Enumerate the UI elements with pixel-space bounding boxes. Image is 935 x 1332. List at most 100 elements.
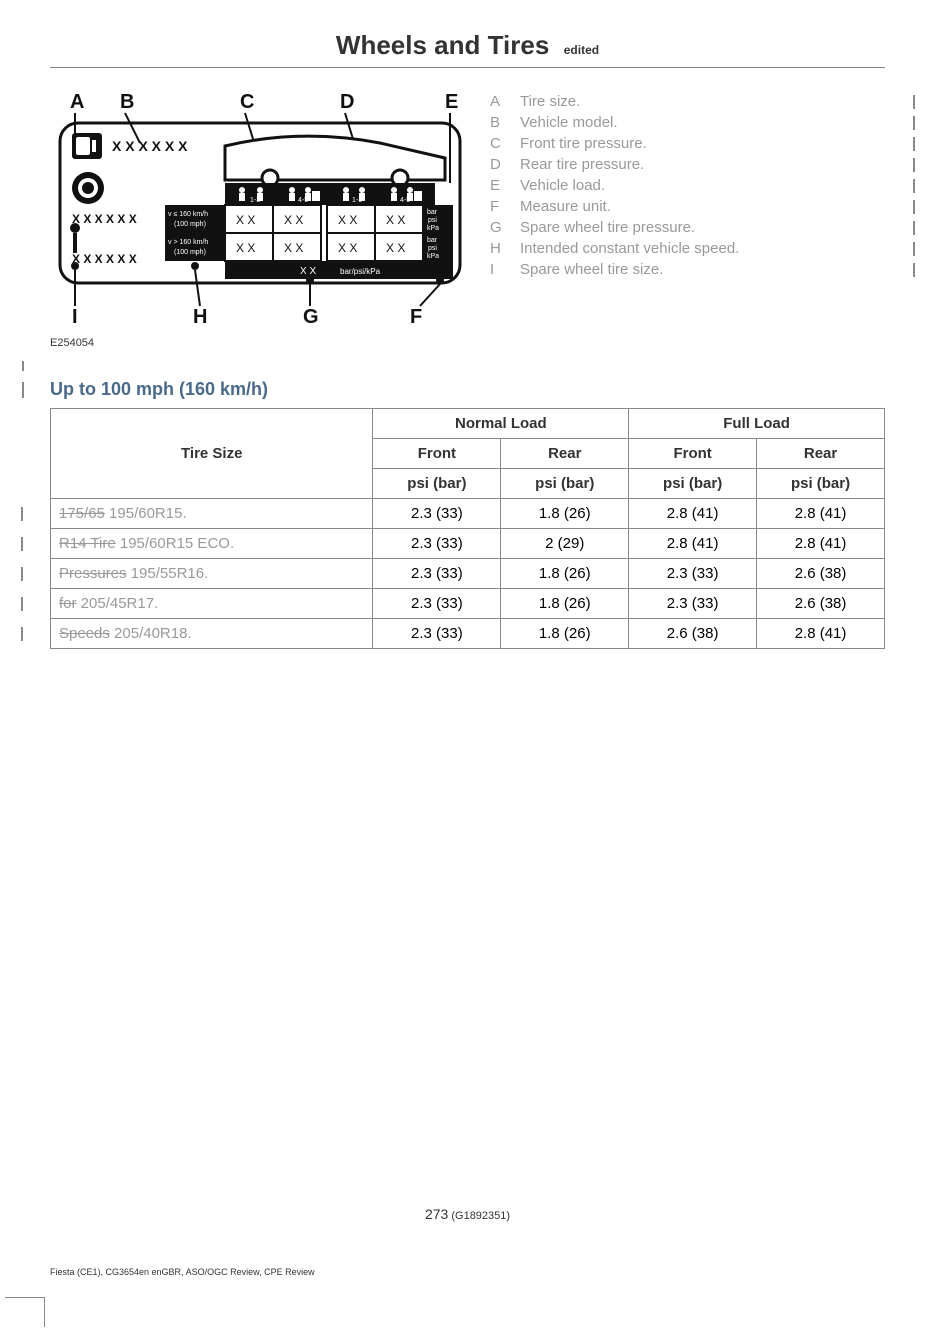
legend-row: A Tire size.	[490, 93, 885, 110]
svg-text:1-3: 1-3	[352, 197, 362, 204]
th-normal-load: Normal Load	[373, 409, 629, 439]
th-unit: psi (bar)	[629, 469, 757, 499]
diagram-label-b: B	[120, 91, 134, 113]
th-front: Front	[373, 439, 501, 469]
legend-letter: B	[490, 114, 520, 131]
th-front: Front	[629, 439, 757, 469]
svg-text:4-5: 4-5	[400, 197, 410, 204]
svg-text:X X: X X	[386, 213, 405, 227]
change-bar-icon	[21, 567, 23, 581]
header-sub: edited	[564, 43, 599, 57]
change-bar-icon	[22, 382, 24, 398]
svg-text:bar: bar	[427, 237, 438, 244]
pressure-cell: 2.8 (41)	[629, 499, 757, 529]
table-row: Pressures 195/55R16.2.3 (33)1.8 (26)2.3 …	[51, 559, 885, 589]
th-unit: psi (bar)	[501, 469, 629, 499]
tire-size-cell: 175/65 195/60R15.	[51, 499, 373, 529]
diagram-label-i: I	[72, 306, 78, 328]
pressure-cell: 2.3 (33)	[373, 499, 501, 529]
th-rear: Rear	[501, 439, 629, 469]
legend-row: G Spare wheel tire pressure.	[490, 219, 885, 236]
table-row: Speeds 205/40R18.2.3 (33)1.8 (26)2.6 (38…	[51, 619, 885, 649]
pressure-cell: 2.3 (33)	[373, 589, 501, 619]
svg-text:X X: X X	[236, 241, 255, 255]
legend-row: D Rear tire pressure.	[490, 156, 885, 173]
tire-label-diagram: A B C D E X X X X X X	[50, 88, 470, 328]
svg-text:1-3: 1-3	[250, 197, 260, 204]
legend-text: Front tire pressure.	[520, 135, 885, 152]
page-number-sub: (G1892351)	[448, 1210, 510, 1222]
tire-size-cell: for 205/45R17.	[51, 589, 373, 619]
tire-size-text: 205/40R18.	[110, 625, 192, 642]
diagram-label-g: G	[303, 306, 319, 328]
legend-text: Spare wheel tire size.	[520, 261, 885, 278]
legend-row: I Spare wheel tire size.	[490, 261, 885, 278]
svg-text:X X: X X	[338, 241, 357, 255]
pressure-cell: 2.6 (38)	[757, 559, 885, 589]
pressure-cell: 2.8 (41)	[629, 529, 757, 559]
svg-text:v ≤ 160 km/h: v ≤ 160 km/h	[168, 211, 208, 218]
diagram-load-icons: 1-3 4-5 1-3 4-5	[225, 183, 435, 205]
pressure-cell: 2 (29)	[501, 529, 629, 559]
pressure-cell: 2.6 (38)	[629, 619, 757, 649]
svg-text:kPa: kPa	[427, 225, 439, 232]
change-bar-icon	[913, 95, 915, 109]
legend-letter: H	[490, 240, 520, 257]
pressure-cell: 2.8 (41)	[757, 619, 885, 649]
svg-text:v > 160 km/h: v > 160 km/h	[168, 239, 208, 246]
diagram-label-e: E	[445, 91, 458, 113]
table-row: 175/65 195/60R15.2.3 (33)1.8 (26)2.8 (41…	[51, 499, 885, 529]
change-bar-icon	[913, 137, 915, 151]
svg-text:bar/psi/kPa: bar/psi/kPa	[340, 267, 381, 276]
legend-letter: A	[490, 93, 520, 110]
svg-text:psi: psi	[428, 217, 437, 224]
strike-text: for	[59, 595, 77, 612]
change-bar-icon	[21, 507, 23, 521]
svg-text:psi: psi	[428, 245, 437, 252]
legend-letter: F	[490, 198, 520, 215]
change-bar-icon	[913, 200, 915, 214]
svg-text:4-5: 4-5	[298, 197, 308, 204]
tire-size-cell: Speeds 205/40R18.	[51, 619, 373, 649]
change-bar-icon	[913, 221, 915, 235]
tire-size-cell: R14 Tire 195/60R15 ECO.	[51, 529, 373, 559]
corner-crop-mark	[5, 1297, 45, 1327]
pressure-cell: 2.8 (41)	[757, 529, 885, 559]
tire-size-text: 195/60R15.	[105, 505, 187, 522]
legend-text: Intended constant vehicle speed.	[520, 240, 885, 257]
svg-text:X X: X X	[284, 213, 303, 227]
change-bar-icon	[913, 116, 915, 130]
pressure-cell: 2.6 (38)	[757, 589, 885, 619]
change-bar-icon	[22, 361, 24, 371]
diagram-caption: E254054	[50, 337, 470, 349]
pressure-cell: 2.3 (33)	[629, 559, 757, 589]
svg-text:X X: X X	[236, 213, 255, 227]
change-bar-icon	[21, 627, 23, 641]
change-bar-icon	[913, 263, 915, 277]
tire-size-cell: Pressures 195/55R16.	[51, 559, 373, 589]
legend-row: C Front tire pressure.	[490, 135, 885, 152]
table-row: R14 Tire 195/60R15 ECO.2.3 (33)2 (29)2.8…	[51, 529, 885, 559]
diagram-label-a: A	[70, 91, 84, 113]
legend-row: F Measure unit.	[490, 198, 885, 215]
pressure-cell: 1.8 (26)	[501, 619, 629, 649]
svg-text:X X: X X	[386, 241, 405, 255]
tire-size-text: 205/45R17.	[77, 595, 159, 612]
section-title: Up to 100 mph (160 km/h)	[50, 379, 268, 400]
strike-text: Speeds	[59, 625, 110, 642]
th-unit: psi (bar)	[373, 469, 501, 499]
diagram-column: A B C D E X X X X X X	[50, 88, 470, 349]
page-number: 273 (G1892351)	[0, 1206, 935, 1222]
th-full-load: Full Load	[629, 409, 885, 439]
svg-text:X X: X X	[284, 241, 303, 255]
change-bar-icon	[21, 597, 23, 611]
pressure-cell: 1.8 (26)	[501, 559, 629, 589]
change-bar-icon	[913, 179, 915, 193]
diagram-tiresize-2: X X X X X X	[72, 252, 137, 266]
change-bar-icon	[913, 158, 915, 172]
pressure-table: Tire Size Normal Load Full Load Front Re…	[50, 408, 885, 649]
diagram-label-f: F	[410, 306, 422, 328]
svg-text:kPa: kPa	[427, 253, 439, 260]
change-bar-icon	[913, 242, 915, 256]
tire-size-text: 195/60R15 ECO.	[116, 535, 234, 552]
